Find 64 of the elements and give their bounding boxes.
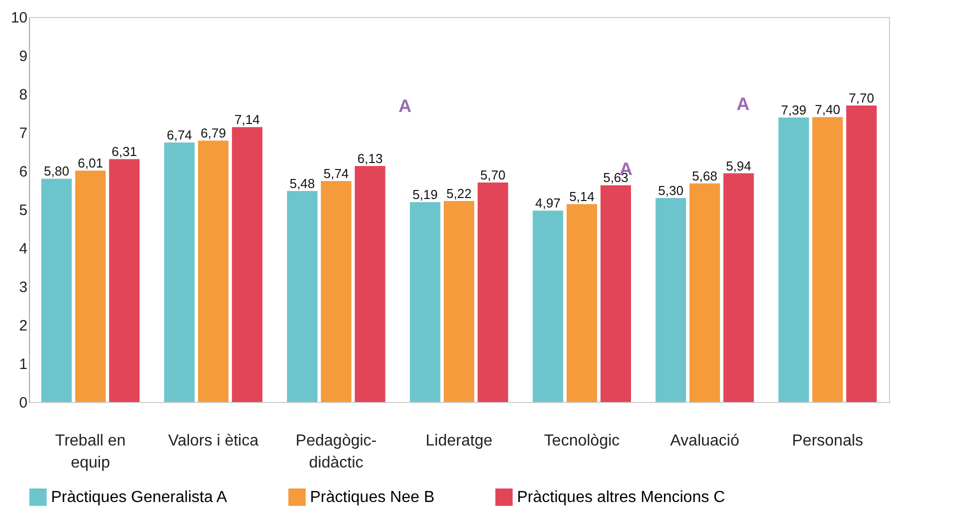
x-tick-label: Pedagògic- didàctic <box>296 432 377 472</box>
data-label: 7,14 <box>234 112 260 128</box>
bar <box>689 183 720 402</box>
bar <box>444 201 474 402</box>
x-tick-label: Valors i ètica <box>168 432 259 450</box>
bar <box>232 127 262 402</box>
bar <box>778 117 809 402</box>
bar <box>75 170 106 402</box>
bar <box>723 173 754 402</box>
data-label: 6,13 <box>357 150 383 166</box>
data-label: 7,40 <box>814 102 840 118</box>
bar <box>354 166 386 402</box>
legend-label: Pràctiques Generalista A <box>51 489 228 506</box>
y-tick-label: 7 <box>19 125 28 142</box>
data-label: 5,48 <box>290 176 315 192</box>
annotation: A <box>398 96 412 116</box>
y-tick-label: 8 <box>19 86 28 104</box>
y-tick-label: 10 <box>10 10 28 26</box>
bar <box>600 185 631 402</box>
data-label: 7,70 <box>848 90 874 106</box>
legend-label: Pràctiques altres Mencions C <box>517 489 726 506</box>
x-tick-label: Personals <box>792 432 864 450</box>
y-tick-label: 6 <box>19 164 28 180</box>
bar <box>478 182 508 402</box>
data-label: 5,30 <box>658 182 684 198</box>
bar <box>320 181 352 402</box>
data-label: 6,79 <box>200 126 226 141</box>
y-tick-label: 4 <box>19 240 28 258</box>
bar <box>164 142 195 402</box>
data-label: 6,31 <box>112 144 137 160</box>
x-tick-label: Tecnològic <box>544 432 620 450</box>
data-label: 6,74 <box>166 128 192 143</box>
data-label: 5,14 <box>569 189 595 204</box>
y-tick-label: 2 <box>19 318 28 334</box>
bar <box>41 178 72 402</box>
bar <box>566 204 598 402</box>
bar <box>846 106 877 402</box>
data-label: 5,94 <box>726 158 752 174</box>
x-tick-label: Lideratge <box>426 432 492 450</box>
bar <box>109 159 140 402</box>
x-tick-label: Treball en equip <box>55 432 126 472</box>
bar <box>812 117 843 402</box>
data-label: 5,19 <box>412 187 438 202</box>
data-label: 5,80 <box>44 164 70 179</box>
data-label: 5,22 <box>446 186 472 202</box>
data-label: 5,74 <box>323 166 349 182</box>
data-label: 5,68 <box>692 168 718 184</box>
y-tick-label: 3 <box>19 279 28 296</box>
y-tick-label: 0 <box>19 394 28 412</box>
bar <box>410 202 440 402</box>
bar <box>198 140 229 402</box>
y-tick-label: 9 <box>19 48 28 65</box>
bar <box>287 191 318 402</box>
y-tick-label: 1 <box>19 356 28 373</box>
bar <box>656 198 686 402</box>
bar <box>532 210 564 402</box>
legend-label: Pràctiques Nee B <box>310 489 435 506</box>
data-label: 7,39 <box>781 102 806 118</box>
x-tick-label: Avaluació <box>670 432 740 450</box>
y-tick-label: 5 <box>19 202 28 219</box>
data-label: 6,01 <box>78 156 104 171</box>
data-label: 4,97 <box>535 196 561 211</box>
data-label: 5,70 <box>480 168 506 183</box>
annotation: A <box>736 94 750 114</box>
